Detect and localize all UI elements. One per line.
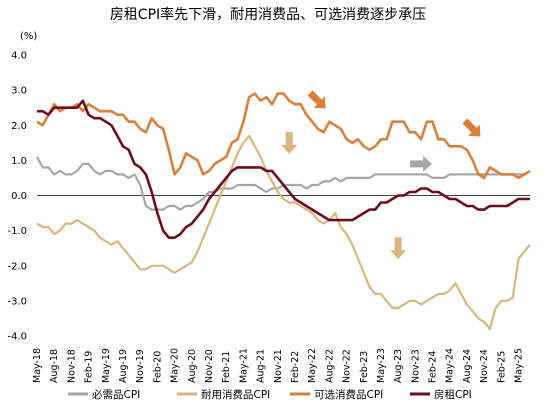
annotation-arrows: [281, 90, 481, 260]
series-line-2: [36, 134, 531, 331]
x-tick-label: Nov-24: [479, 349, 490, 383]
x-axis-ticks: May-18 Aug-18 Nov-18 Feb-19 May-19 Aug-19 Nov-…: [32, 348, 525, 383]
y-tick-label: -3.0: [7, 296, 27, 307]
x-tick-label: May-20: [170, 348, 181, 383]
arrow-shape: [462, 118, 481, 137]
x-tick-label: Nov-21: [273, 349, 284, 383]
annotation-arrow-4: [462, 118, 481, 137]
arrow-shape: [281, 131, 298, 154]
x-tick-label: Aug-21: [256, 349, 267, 383]
x-tick-label: May-25: [514, 348, 525, 383]
y-tick-label: 0.0: [11, 191, 27, 202]
x-tick-label: Nov-22: [342, 349, 353, 383]
x-tick-label: Feb-19: [84, 351, 95, 383]
legend-label: 必需品CPI: [92, 388, 140, 401]
x-tick-label: Feb-21: [221, 351, 232, 383]
arrow-shape: [307, 90, 326, 109]
x-tick-label: Feb-20: [152, 351, 163, 383]
x-tick-label: Aug-19: [118, 349, 129, 383]
arrow-shape: [410, 155, 433, 172]
y-tick-label: 3.0: [11, 86, 27, 97]
annotation-arrow-3: [410, 155, 433, 172]
chart-title: 房租CPI率先下滑，耐用消费品、可选消费逐步承压: [110, 6, 426, 23]
y-tick-label: -1.0: [7, 226, 27, 237]
x-tick-label: Feb-24: [428, 351, 439, 383]
x-tick-label: May-24: [445, 348, 456, 383]
legend-label: 可选消费品CPI: [314, 388, 383, 401]
x-tick-label: May-19: [101, 348, 112, 383]
x-tick-label: Aug-24: [462, 349, 473, 383]
x-tick-label: Aug-23: [393, 349, 404, 383]
series-line-4: [37, 99, 530, 239]
legend: 必需品CPI 耐用消费品CPI 可选消费品CPI 房租CPI: [68, 388, 472, 401]
annotation-arrow-5: [390, 237, 407, 260]
x-tick-label: May-22: [307, 348, 318, 383]
y-tick-label: 4.0: [11, 51, 27, 62]
x-tick-label: Feb-25: [496, 351, 507, 383]
y-tick-label: -2.0: [7, 261, 27, 272]
x-tick-label: May-21: [238, 348, 249, 383]
x-tick-label: Nov-20: [204, 349, 215, 383]
annotation-arrow-2: [281, 131, 298, 154]
x-tick-label: Feb-22: [290, 351, 301, 383]
x-tick-label: Nov-19: [135, 349, 146, 383]
x-tick-label: Feb-23: [359, 351, 370, 383]
x-tick-label: Aug-20: [187, 349, 198, 383]
arrow-shape: [390, 237, 407, 260]
legend-label: 耐用消费品CPI: [201, 388, 270, 401]
series-line-3: [36, 92, 531, 180]
y-tick-label: -4.0: [7, 332, 27, 343]
y-axis-ticks: 4.0 3.0 2.0 1.0 0.0 -1.0 -2.0 -3.0 -4.0: [7, 51, 27, 343]
series-lines: [36, 92, 531, 331]
y-axis-unit: (%): [20, 31, 37, 42]
x-tick-label: Nov-23: [410, 349, 421, 383]
x-tick-label: Nov-18: [66, 349, 77, 383]
x-tick-label: May-23: [376, 348, 387, 383]
annotation-arrow-1: [307, 90, 326, 109]
y-tick-label: 2.0: [11, 121, 27, 132]
x-tick-label: May-18: [32, 348, 43, 383]
x-tick-label: Aug-22: [324, 349, 335, 383]
x-tick-label: Aug-18: [49, 349, 60, 383]
legend-label: 房租CPI: [434, 388, 472, 401]
y-tick-label: 1.0: [11, 156, 27, 167]
